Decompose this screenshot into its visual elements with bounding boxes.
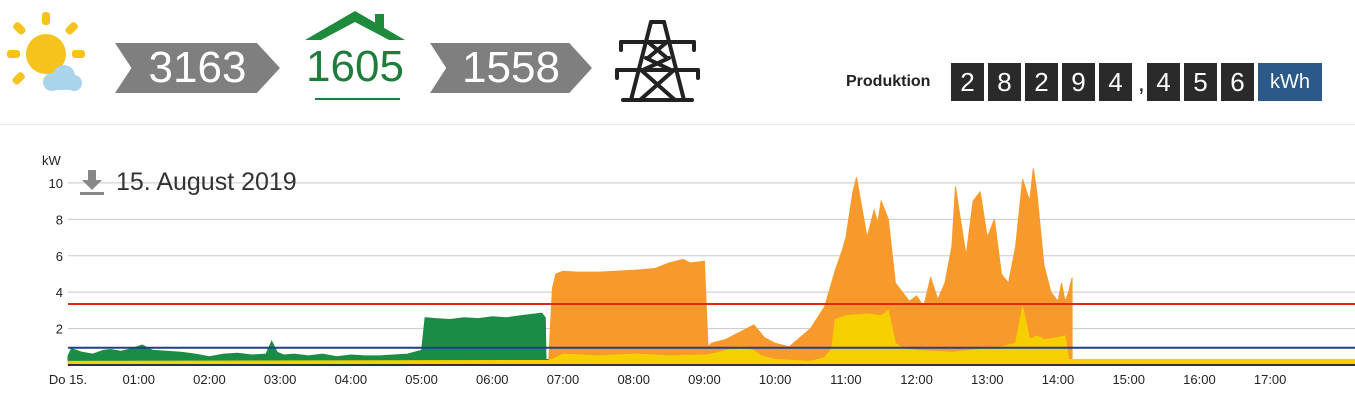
x-tick-label: 15:00 [1112, 372, 1145, 387]
production-flow-arrow: 3163 [115, 43, 280, 93]
counter-digit: 5 [1184, 63, 1217, 101]
counter-digit: 9 [1062, 63, 1095, 101]
x-tick-label: 16:00 [1183, 372, 1216, 387]
chart-title: 15. August 2019 [116, 168, 297, 196]
chart-grid [68, 182, 1355, 330]
x-tick-label: 09:00 [688, 372, 721, 387]
y-tick-label: 8 [56, 212, 63, 227]
y-tick-label: 4 [56, 285, 63, 300]
x-tick-label: 02:00 [193, 372, 226, 387]
chart-axes: 10 8 6 4 2 kW Do 15. 01:00 02:00 03:00 04:00 05:00 0… [42, 153, 1355, 387]
x-tick-label: 07:00 [547, 372, 580, 387]
y-axis-label: kW [42, 153, 62, 168]
counter-digit: 4 [1147, 63, 1180, 101]
y-tick-label: 6 [56, 249, 63, 264]
chart-series [67, 168, 1355, 366]
x-tick-label: 03:00 [264, 372, 297, 387]
download-icon[interactable] [80, 170, 104, 196]
counter-unit: kWh [1258, 63, 1322, 101]
x-tick-label: 05:00 [405, 372, 438, 387]
series-area-3 [67, 306, 1355, 366]
x-tick-label: 12:00 [900, 372, 933, 387]
x-tick-label: 17:00 [1254, 372, 1287, 387]
counter-digit: 6 [1221, 63, 1254, 101]
production-label: Produktion [846, 73, 931, 90]
grid-flow-arrow: 1558 [430, 43, 592, 93]
x-tick-label: 10:00 [759, 372, 792, 387]
house-underline [315, 98, 400, 100]
sun-cloud-icon [2, 8, 92, 94]
x-tick-label: 01:00 [122, 372, 155, 387]
counter-digit: 4 [1099, 63, 1132, 101]
section-divider [0, 124, 1355, 125]
x-tick-label: Do 15. [49, 372, 87, 387]
x-tick-label: 04:00 [335, 372, 368, 387]
power-chart: 10 8 6 4 2 kW Do 15. 01:00 02:00 03:00 04:00 05:00 0… [42, 153, 1355, 387]
counter-digit: 2 [951, 63, 984, 101]
y-tick-label: 10 [49, 176, 63, 191]
x-tick-label: 13:00 [971, 372, 1004, 387]
counter-digit: 2 [1025, 63, 1058, 101]
x-tick-label: 08:00 [617, 372, 650, 387]
house-consumption-value: 1605 [306, 42, 404, 91]
series-area-2 [548, 168, 1073, 366]
x-tick-label: 14:00 [1042, 372, 1075, 387]
x-tick-label: 06:00 [476, 372, 509, 387]
power-pylon-icon [615, 18, 700, 104]
counter-separator: , [1138, 70, 1145, 97]
chart-reference-lines [68, 303, 1355, 349]
y-tick-label: 2 [56, 322, 63, 337]
x-tick-label: 11:00 [830, 372, 862, 387]
counter-digit: 8 [988, 63, 1021, 101]
house-roof-icon [305, 10, 405, 40]
